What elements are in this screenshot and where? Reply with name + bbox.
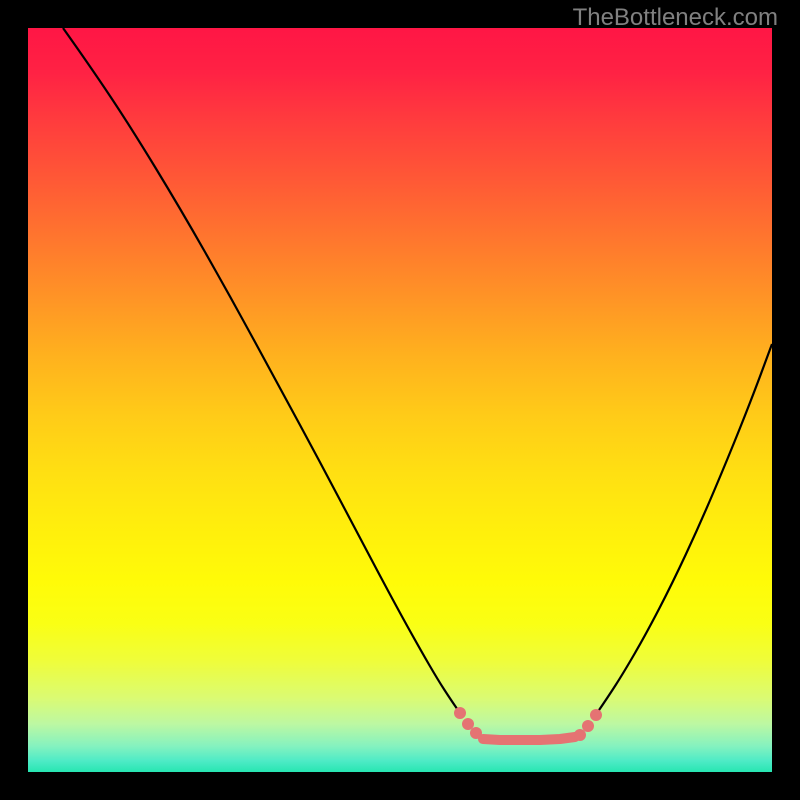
marker-dot bbox=[470, 727, 482, 739]
chart-svg bbox=[28, 28, 772, 772]
marker-dot bbox=[574, 729, 586, 741]
marker-dot bbox=[590, 709, 602, 721]
bottom-marker-line bbox=[483, 737, 575, 740]
plot-area bbox=[28, 28, 772, 772]
outer-frame: TheBottleneck.com bbox=[0, 0, 800, 800]
marker-dot bbox=[454, 707, 466, 719]
marker-dot bbox=[462, 718, 474, 730]
marker-dot bbox=[582, 720, 594, 732]
watermark-text: TheBottleneck.com bbox=[573, 4, 778, 32]
gradient-background bbox=[28, 28, 772, 772]
